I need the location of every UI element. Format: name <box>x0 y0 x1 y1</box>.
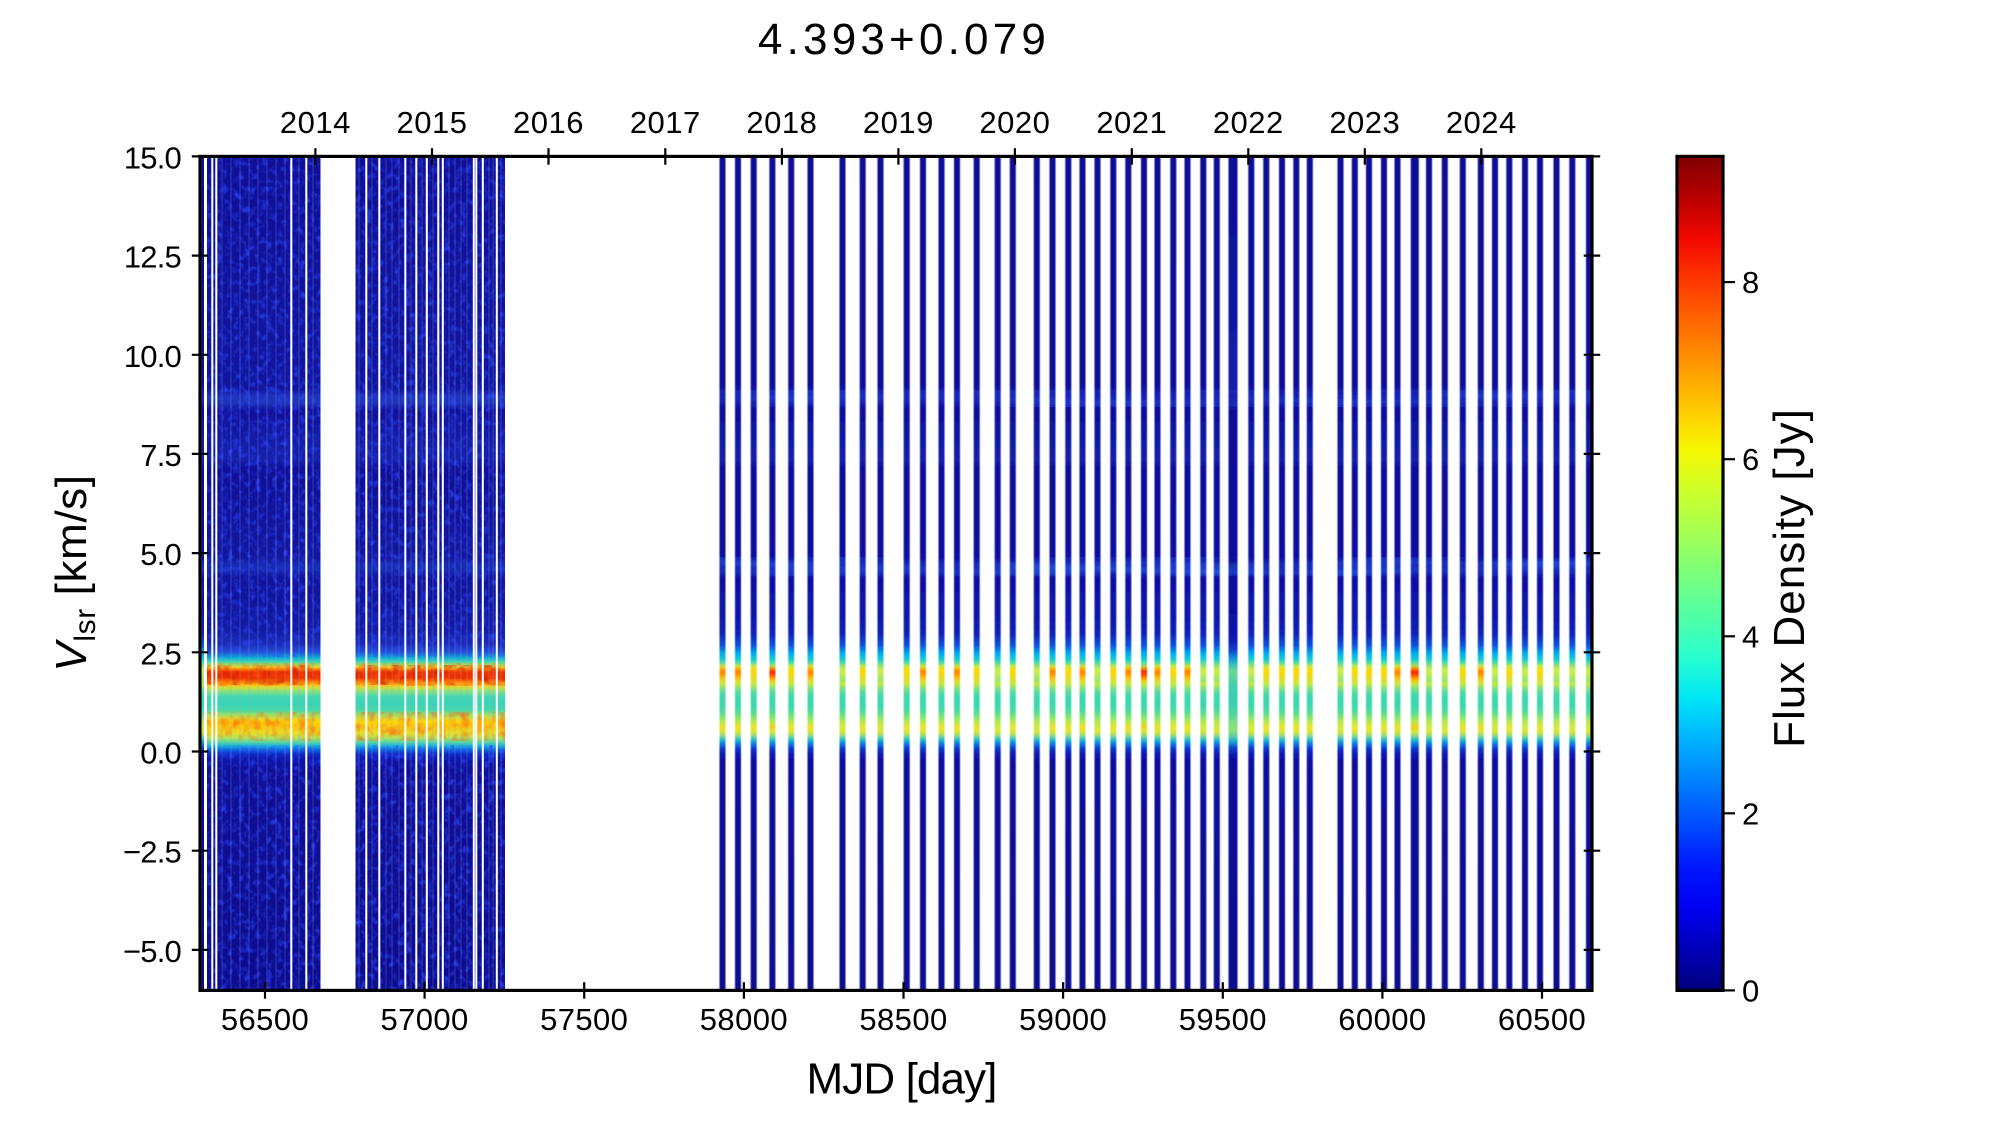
svg-text:6: 6 <box>1742 442 1759 477</box>
svg-text:58500: 58500 <box>859 1002 947 1037</box>
svg-text:4: 4 <box>1742 619 1759 654</box>
svg-text:60000: 60000 <box>1338 1002 1426 1037</box>
svg-text:2019: 2019 <box>863 105 934 140</box>
svg-text:60500: 60500 <box>1498 1002 1586 1037</box>
svg-text:Flux Density [Jy]: Flux Density [Jy] <box>1765 408 1814 748</box>
svg-text:2022: 2022 <box>1213 105 1284 140</box>
svg-text:2024: 2024 <box>1446 105 1517 140</box>
svg-text:5.0: 5.0 <box>140 537 181 572</box>
svg-text:57500: 57500 <box>540 1002 628 1037</box>
svg-text:56500: 56500 <box>221 1002 309 1037</box>
svg-text:0.0: 0.0 <box>140 736 181 771</box>
svg-text:2015: 2015 <box>397 105 468 140</box>
svg-text:12.5: 12.5 <box>124 240 181 275</box>
svg-text:2023: 2023 <box>1329 105 1400 140</box>
svg-text:57000: 57000 <box>380 1002 468 1037</box>
svg-text:0: 0 <box>1742 973 1759 1008</box>
svg-text:7.5: 7.5 <box>140 438 181 473</box>
svg-text:58000: 58000 <box>700 1002 788 1037</box>
svg-text:2: 2 <box>1742 796 1759 831</box>
svg-text:2.5: 2.5 <box>140 636 181 671</box>
svg-text:2017: 2017 <box>630 105 701 140</box>
svg-text:2021: 2021 <box>1096 105 1167 140</box>
svg-text:−5.0: −5.0 <box>123 934 182 969</box>
svg-text:59500: 59500 <box>1179 1002 1267 1037</box>
svg-text:8: 8 <box>1742 265 1759 300</box>
svg-text:15.0: 15.0 <box>124 140 182 175</box>
svg-text:2014: 2014 <box>280 105 351 140</box>
svg-text:2016: 2016 <box>513 105 584 140</box>
svg-text:10.0: 10.0 <box>124 339 182 374</box>
svg-text:4.393+0.079: 4.393+0.079 <box>758 15 1050 64</box>
svg-text:2020: 2020 <box>979 105 1050 140</box>
svg-text:2018: 2018 <box>746 105 817 140</box>
svg-text:MJD [day]: MJD [day] <box>807 1055 997 1104</box>
svg-text:−2.5: −2.5 <box>123 835 181 870</box>
svg-text:Vlsr [km/s]: Vlsr [km/s] <box>47 474 102 671</box>
svg-text:59000: 59000 <box>1019 1002 1107 1037</box>
